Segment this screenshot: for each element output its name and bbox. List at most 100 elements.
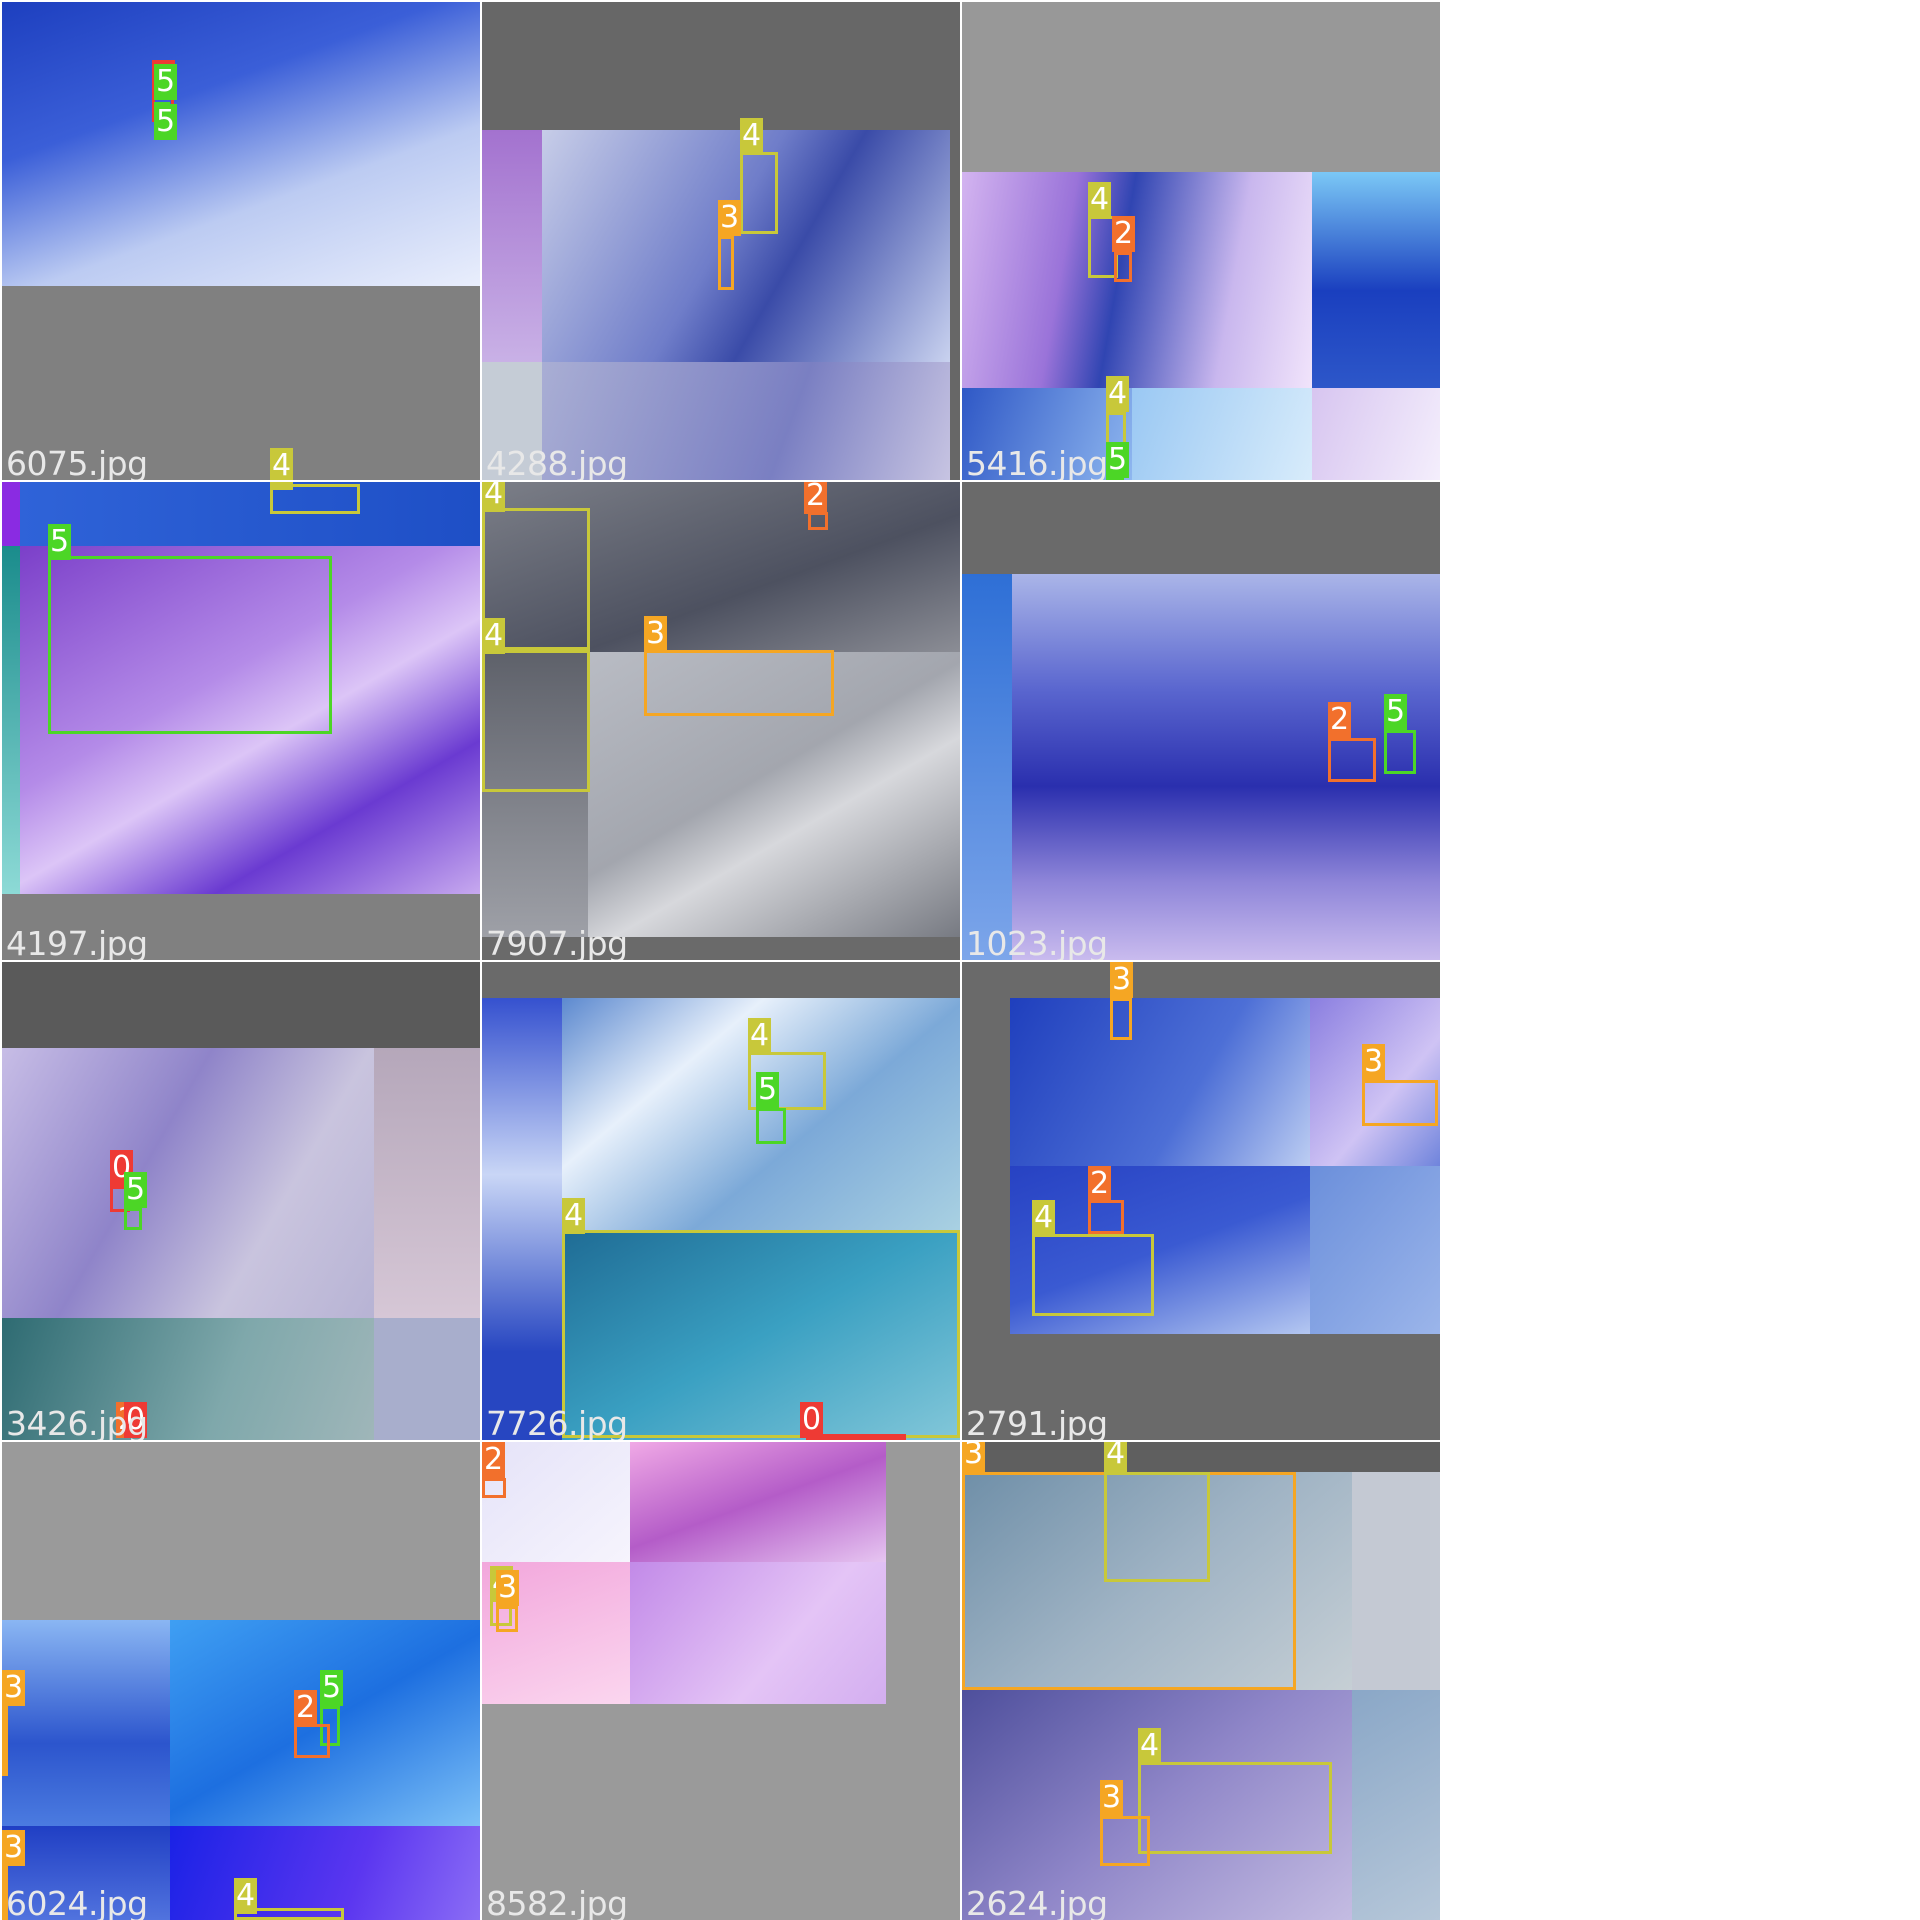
image-region xyxy=(1312,388,1440,480)
bounding-box xyxy=(482,650,590,792)
class-label: 2 xyxy=(1328,702,1352,738)
image-region xyxy=(962,2,1440,172)
bounding-box xyxy=(748,1052,826,1110)
image-region xyxy=(1010,1166,1310,1334)
tile-filename: 2791.jpg xyxy=(966,1404,1108,1440)
class-label: 3 xyxy=(644,616,668,652)
bounding-box xyxy=(2,1706,8,1776)
image-region xyxy=(962,962,1440,998)
mosaic-tile: 2438582.jpg xyxy=(482,1442,960,1920)
bounding-box xyxy=(562,1230,960,1438)
class-label: 0 xyxy=(124,1402,148,1438)
image-region xyxy=(886,1442,960,1704)
image-region xyxy=(962,574,1012,960)
bounding-box xyxy=(756,1108,786,1144)
bounding-box xyxy=(496,1606,518,1632)
bounding-box xyxy=(234,1908,344,1920)
class-label: 4 xyxy=(1104,1442,1128,1472)
bounding-box xyxy=(644,650,834,716)
image-region xyxy=(2,962,480,1048)
class-label: 3 xyxy=(718,200,742,236)
class-label: 3 xyxy=(1362,1044,1386,1080)
mosaic-tile: 4 4 2 3 7907.jpg xyxy=(482,482,960,960)
image-region xyxy=(1352,1472,1440,1690)
tile-filename: 6075.jpg xyxy=(6,444,148,480)
image-region xyxy=(2,1620,170,1826)
bounding-box xyxy=(1104,1472,1210,1582)
image-region xyxy=(962,482,1440,574)
class-label: 4 xyxy=(748,1018,772,1054)
image-region xyxy=(374,1048,480,1318)
image-region xyxy=(2,546,20,894)
class-label: 0 xyxy=(800,1402,824,1438)
class-label: 2 xyxy=(804,482,828,514)
image-region xyxy=(482,652,588,937)
class-label: 4 xyxy=(270,482,294,490)
image-region xyxy=(962,1442,1440,1472)
image-region xyxy=(170,1826,480,1920)
bounding-box xyxy=(1114,252,1132,282)
class-label: 2 xyxy=(1088,1166,1112,1202)
image-region xyxy=(1012,574,1440,960)
class-label: 4 xyxy=(1032,1200,1056,1236)
class-label: 5 xyxy=(48,524,72,560)
image-region xyxy=(482,998,562,1440)
image-region xyxy=(1132,388,1312,480)
bounding-box xyxy=(1110,998,1132,1040)
image-region xyxy=(2,2,480,286)
bounding-box xyxy=(2,1866,8,1920)
bounding-box xyxy=(1032,1234,1154,1316)
tile-filename: 4288.jpg xyxy=(486,444,628,480)
class-label: 4 xyxy=(1106,376,1130,412)
image-region xyxy=(542,362,950,480)
image-region xyxy=(20,482,480,546)
mosaic-tile: 05203426.jpg xyxy=(2,962,480,1440)
class-label: 3 xyxy=(2,1830,26,1866)
bounding-box xyxy=(1088,1200,1124,1234)
class-label: 4 xyxy=(1088,182,1112,218)
image-region xyxy=(630,1562,886,1704)
image-region xyxy=(1010,1334,1440,1440)
image-region xyxy=(1352,1690,1440,1920)
class-label: 5 xyxy=(320,1670,344,1706)
tile-filename: 8582.jpg xyxy=(486,1884,628,1920)
class-label: 4 xyxy=(482,618,506,654)
image-region xyxy=(562,1232,960,1440)
bounding-box xyxy=(1328,738,1376,782)
class-label: 4 xyxy=(270,448,294,480)
bounding-box xyxy=(482,508,590,650)
image-region xyxy=(482,2,960,130)
mosaic-tile: 4 2 4 5 5416.jpg xyxy=(962,2,1440,480)
image-region xyxy=(2,1826,170,1920)
class-label: 4 xyxy=(562,1198,586,1234)
class-label: 4 xyxy=(482,482,506,512)
image-region xyxy=(20,546,480,894)
tile-filename: 7726.jpg xyxy=(486,1404,628,1440)
class-label: 2 xyxy=(482,1442,506,1478)
image-region xyxy=(950,130,960,362)
image-region xyxy=(2,1442,480,1620)
class-label: 3 xyxy=(1100,1780,1124,1816)
class-label: 4 xyxy=(234,1878,258,1914)
class-label: 5 xyxy=(1384,694,1408,730)
class-label: 5 xyxy=(1106,442,1130,478)
class-label: 4 xyxy=(1138,1728,1162,1764)
mosaic-tile: 3 4 4 3 2624.jpg xyxy=(962,1442,1440,1920)
image-region xyxy=(482,1704,960,1920)
image-region xyxy=(2,1048,374,1318)
bounding-box xyxy=(1100,1816,1150,1866)
class-label: 3 xyxy=(2,1670,26,1706)
image-region xyxy=(962,172,1312,388)
image-region xyxy=(482,937,960,960)
image-region xyxy=(2,894,480,960)
class-label: 3 xyxy=(496,1570,520,1606)
tile-filename: 7907.jpg xyxy=(486,924,628,960)
bounding-box xyxy=(1384,730,1416,774)
image-region xyxy=(1310,1166,1440,1334)
mosaic-tile: 4 3 4288.jpg xyxy=(482,2,960,480)
image-region xyxy=(2,286,480,480)
image-region xyxy=(962,998,1010,1440)
image-region xyxy=(588,652,960,937)
bounding-box xyxy=(124,1208,142,1230)
class-label: 5 xyxy=(756,1072,780,1108)
